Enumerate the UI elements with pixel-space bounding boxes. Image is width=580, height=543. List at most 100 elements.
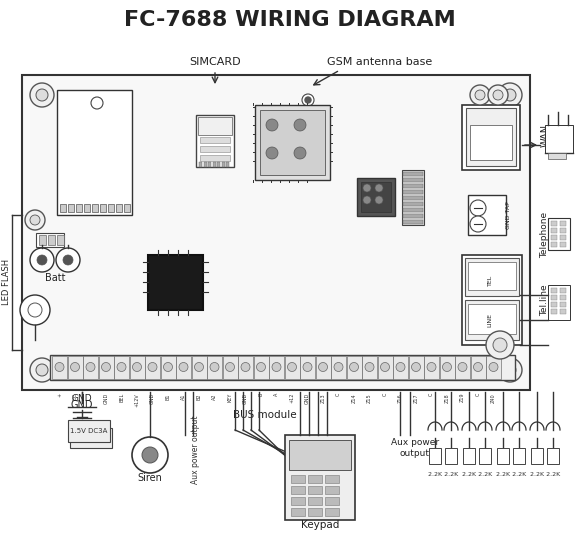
Bar (207, 356, 222, 379)
Bar (403, 178, 423, 182)
Bar (465, 300, 519, 340)
Text: Keypad: Keypad (301, 520, 339, 530)
Bar (547, 448, 559, 464)
Text: BUS module: BUS module (233, 410, 297, 420)
Bar (84, 204, 90, 212)
Bar (200, 137, 230, 143)
Circle shape (488, 85, 508, 105)
Bar (70, 428, 112, 448)
Circle shape (30, 215, 40, 225)
Bar (208, 162, 211, 167)
Bar (551, 309, 557, 314)
Circle shape (498, 358, 522, 382)
Text: FC-7688 WIRING DIAGRAM: FC-7688 WIRING DIAGRAM (124, 10, 456, 30)
Bar (357, 178, 395, 216)
Bar (325, 475, 339, 483)
Bar (198, 117, 232, 135)
Circle shape (256, 363, 266, 371)
Bar (362, 356, 377, 379)
Bar (440, 356, 455, 379)
Bar (291, 486, 305, 494)
Bar (551, 242, 557, 247)
Text: B1: B1 (165, 393, 171, 400)
Bar (548, 153, 566, 159)
Text: LED FLASH: LED FLASH (2, 259, 12, 305)
Bar (402, 170, 424, 225)
Circle shape (266, 147, 278, 159)
Text: Telephone: Telephone (541, 212, 549, 258)
Bar (36, 233, 64, 247)
Bar (52, 356, 67, 379)
Bar (465, 258, 519, 296)
Bar (548, 285, 570, 320)
Bar (291, 475, 305, 483)
Bar (50, 355, 515, 380)
Bar (291, 497, 305, 505)
Bar (545, 125, 573, 153)
Bar (223, 356, 237, 379)
Bar (148, 255, 203, 310)
Circle shape (194, 363, 204, 371)
Bar (67, 356, 82, 379)
Circle shape (164, 363, 172, 371)
Circle shape (148, 363, 157, 371)
Text: 1.5V DC3A: 1.5V DC3A (70, 428, 108, 434)
Bar (531, 448, 543, 464)
Bar (161, 356, 176, 379)
Bar (429, 448, 441, 464)
Bar (424, 356, 439, 379)
Bar (361, 182, 391, 212)
Bar (551, 302, 557, 307)
Text: B2: B2 (197, 393, 201, 400)
Text: 2.2K 2.2K: 2.2K 2.2K (496, 472, 526, 477)
Bar (114, 356, 129, 379)
Circle shape (305, 97, 311, 103)
Bar (285, 435, 355, 520)
Circle shape (363, 196, 371, 204)
Bar (212, 162, 216, 167)
Bar (468, 262, 516, 290)
Circle shape (86, 363, 95, 371)
Circle shape (380, 363, 390, 371)
Circle shape (302, 94, 314, 106)
Bar (403, 184, 423, 188)
Bar (308, 486, 322, 494)
Bar (255, 105, 330, 180)
Bar (470, 125, 512, 160)
Text: Z18: Z18 (444, 393, 450, 402)
Circle shape (473, 363, 483, 371)
Circle shape (294, 147, 306, 159)
Text: GND: GND (150, 393, 155, 404)
Text: Aux power output: Aux power output (190, 416, 200, 484)
Text: TEL: TEL (488, 274, 492, 286)
Bar (403, 202, 423, 206)
Text: C: C (429, 393, 434, 396)
Bar (200, 146, 230, 152)
Text: Tel.line: Tel.line (541, 284, 549, 316)
Text: Z40: Z40 (491, 393, 496, 402)
Circle shape (427, 363, 436, 371)
Bar (92, 204, 98, 212)
Circle shape (55, 363, 64, 371)
Circle shape (475, 90, 485, 100)
Bar (548, 218, 570, 250)
Circle shape (102, 363, 111, 371)
Text: GND: GND (103, 393, 108, 404)
Bar (325, 497, 339, 505)
Bar (560, 228, 566, 233)
Bar (403, 220, 423, 224)
Text: Batt: Batt (45, 273, 65, 283)
Circle shape (470, 85, 490, 105)
Bar (316, 356, 331, 379)
Text: Z17: Z17 (414, 393, 419, 402)
Text: Z15: Z15 (367, 393, 372, 402)
Bar (285, 356, 299, 379)
Bar (308, 475, 322, 483)
Text: 2.2K 2.2K: 2.2K 2.2K (428, 472, 458, 477)
Bar (129, 356, 144, 379)
Circle shape (363, 184, 371, 192)
Circle shape (470, 216, 486, 232)
Circle shape (30, 248, 54, 272)
Bar (486, 356, 501, 379)
Text: A1: A1 (181, 393, 186, 400)
